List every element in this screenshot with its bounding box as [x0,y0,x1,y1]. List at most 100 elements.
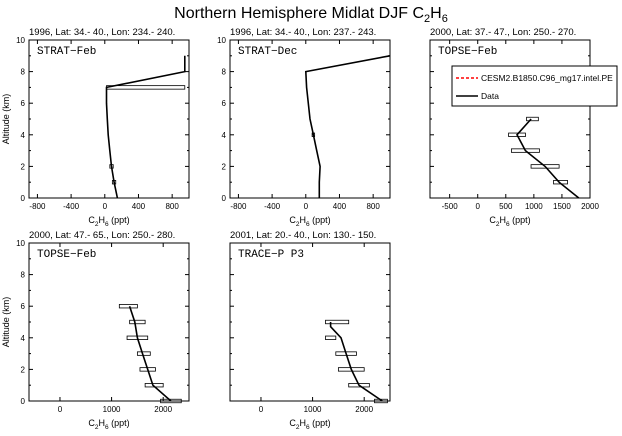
x-axis-label: C2H6 (ppt) [489,215,530,228]
error-box [106,85,186,90]
x-tick-label: 1000 [304,405,322,414]
x-tick-label: -500 [442,202,459,211]
x-axis-label-part: C [88,418,95,428]
panel-5: 2001, Lat: 20.- 40., Lon: 130.- 150. 0 100… [229,230,391,431]
x-axis-label-part: H [299,418,306,428]
x-tick-label: 500 [499,202,513,211]
x-axis-label: C2H6 (ppt) [88,215,129,228]
error-box [325,319,350,325]
plot-frame [429,39,591,199]
x-axis-label-part: C [289,215,296,225]
x-tick-label: 0 [259,405,264,414]
x-axis-label: C2H6 (ppt) [289,418,330,431]
y-axis-label: Altitude (km) [1,94,11,145]
panel-subtitle: 2001, Lat: 20.- 40., Lon: 130.- 150. [230,230,376,241]
y-tick-label: 6 [21,99,26,108]
x-axis-label-part: (ppt) [310,418,331,428]
y-tick-label: 10 [16,239,25,248]
series-line-data [128,305,172,402]
x-axis-label-part: (ppt) [109,418,130,428]
x-tick-label: -800 [29,202,46,211]
error-box [136,351,151,356]
x-axis-label-part: 2 [496,221,500,228]
x-axis-label-part: 6 [105,221,109,228]
x-tick-label: 1000 [525,202,543,211]
x-axis-label-part: C [289,418,296,428]
x-axis-label-part: C [489,215,496,225]
x-tick-label: 2000 [154,405,172,414]
y-tick-label: 6 [222,99,227,108]
y-tick-label: 2 [21,162,26,171]
panel-subtitle: 1996, Lat: 34.- 40., Lon: 234.- 240. [29,27,175,38]
x-axis-label: C2H6 (ppt) [88,418,129,431]
plot-frame [28,242,190,402]
series-line-data [105,55,186,199]
panel-1: 1996, Lat: 34.- 40., Lon: 234.- 240. 0 2 4 6… [1,27,190,228]
panel-label: STRAT−Dec [238,46,297,58]
x-axis-label-part: 6 [306,221,310,228]
panel-4: 2000, Lat: 47.- 65., Lon: 250.- 280. 0 2 4 6… [1,230,190,431]
series-line-data [304,55,391,198]
series-line-data [329,322,383,402]
x-axis-label-part: C [88,215,95,225]
panel-label: TRACE−P P3 [238,249,304,261]
y-tick-label: 8 [21,68,26,77]
x-tick-label: 1000 [103,405,121,414]
x-tick-label: 400 [132,202,146,211]
y-tick-label: 8 [222,68,227,77]
x-axis-label: C2H6 (ppt) [289,215,330,228]
x-axis-label-part: H [299,215,306,225]
legend-label: Data [481,91,499,101]
x-tick-label: -800 [230,202,247,211]
y-tick-label: 0 [21,397,26,406]
error-box [511,148,540,153]
y-tick-label: 0 [222,194,227,203]
y-tick-label: 4 [21,334,26,343]
legend-box [451,65,618,107]
error-box [129,319,146,325]
series-line-data [516,118,580,199]
panel-3: 2000, Lat: 37.- 47., Lon: 250.- 270. -500… [429,27,618,228]
plot-frame [28,39,190,199]
x-tick-label: -400 [63,202,80,211]
x-tick-label: 1500 [553,202,571,211]
panel-subtitle: 2000, Lat: 47.- 65., Lon: 250.- 280. [29,230,175,241]
x-tick-label: 2000 [581,202,599,211]
y-tick-label: 10 [217,36,226,45]
y-tick-label: 10 [16,36,25,45]
x-tick-label: 400 [333,202,347,211]
x-tick-label: 0 [58,405,63,414]
x-tick-label: 0 [103,202,108,211]
error-box [118,304,138,309]
x-axis-label-part: H [98,215,105,225]
y-axis-label: Altitude (km) [1,297,11,348]
x-tick-label: 800 [366,202,380,211]
error-box [160,398,182,404]
panel-label: STRAT−Feb [37,46,96,58]
x-axis-label-part: 6 [506,221,510,228]
x-axis-label-part: H [98,418,105,428]
panel-subtitle: 1996, Lat: 34.- 40., Lon: 237.- 243. [230,27,376,38]
legend: CESM2.B1850.C96_mg17.intel.PE Data [451,65,618,107]
plot-frame [229,242,391,402]
x-tick-label: -400 [264,202,281,211]
x-tick-label: 800 [165,202,179,211]
x-axis-label-part: (ppt) [510,215,531,225]
x-axis-label-part: (ppt) [310,215,331,225]
chart-panels: 1996, Lat: 34.- 40., Lon: 234.- 240. 0 2 4 6… [1,27,618,431]
x-axis-label-part: 2 [296,221,300,228]
figure-title: Northern Hemisphere Midlat DJF C2H6 [174,5,448,25]
error-box [530,164,560,169]
x-axis-label-part: 6 [105,424,109,431]
y-tick-label: 8 [21,271,26,280]
error-box [325,335,337,340]
x-axis-label-part: (ppt) [109,215,130,225]
y-tick-label: 4 [21,131,26,140]
panel-label: TOPSE−Feb [37,249,96,261]
error-box [526,116,539,122]
x-axis-label-part: 2 [95,424,99,431]
error-box [508,132,526,137]
x-tick-label: 0 [304,202,309,211]
y-tick-label: 6 [21,302,26,311]
